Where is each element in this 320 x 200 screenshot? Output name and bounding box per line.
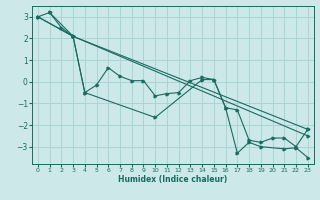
X-axis label: Humidex (Indice chaleur): Humidex (Indice chaleur) bbox=[118, 175, 228, 184]
